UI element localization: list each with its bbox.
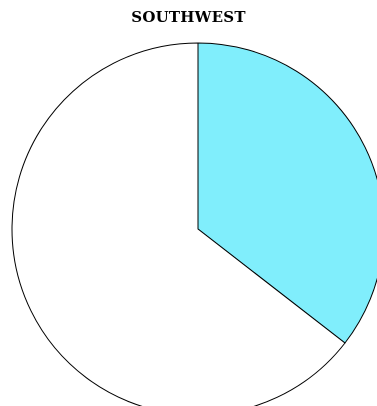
pie-slices (11, 42, 377, 406)
chart-title: SOUTHWEST (131, 8, 246, 26)
pie-slice-1 (197, 42, 377, 344)
